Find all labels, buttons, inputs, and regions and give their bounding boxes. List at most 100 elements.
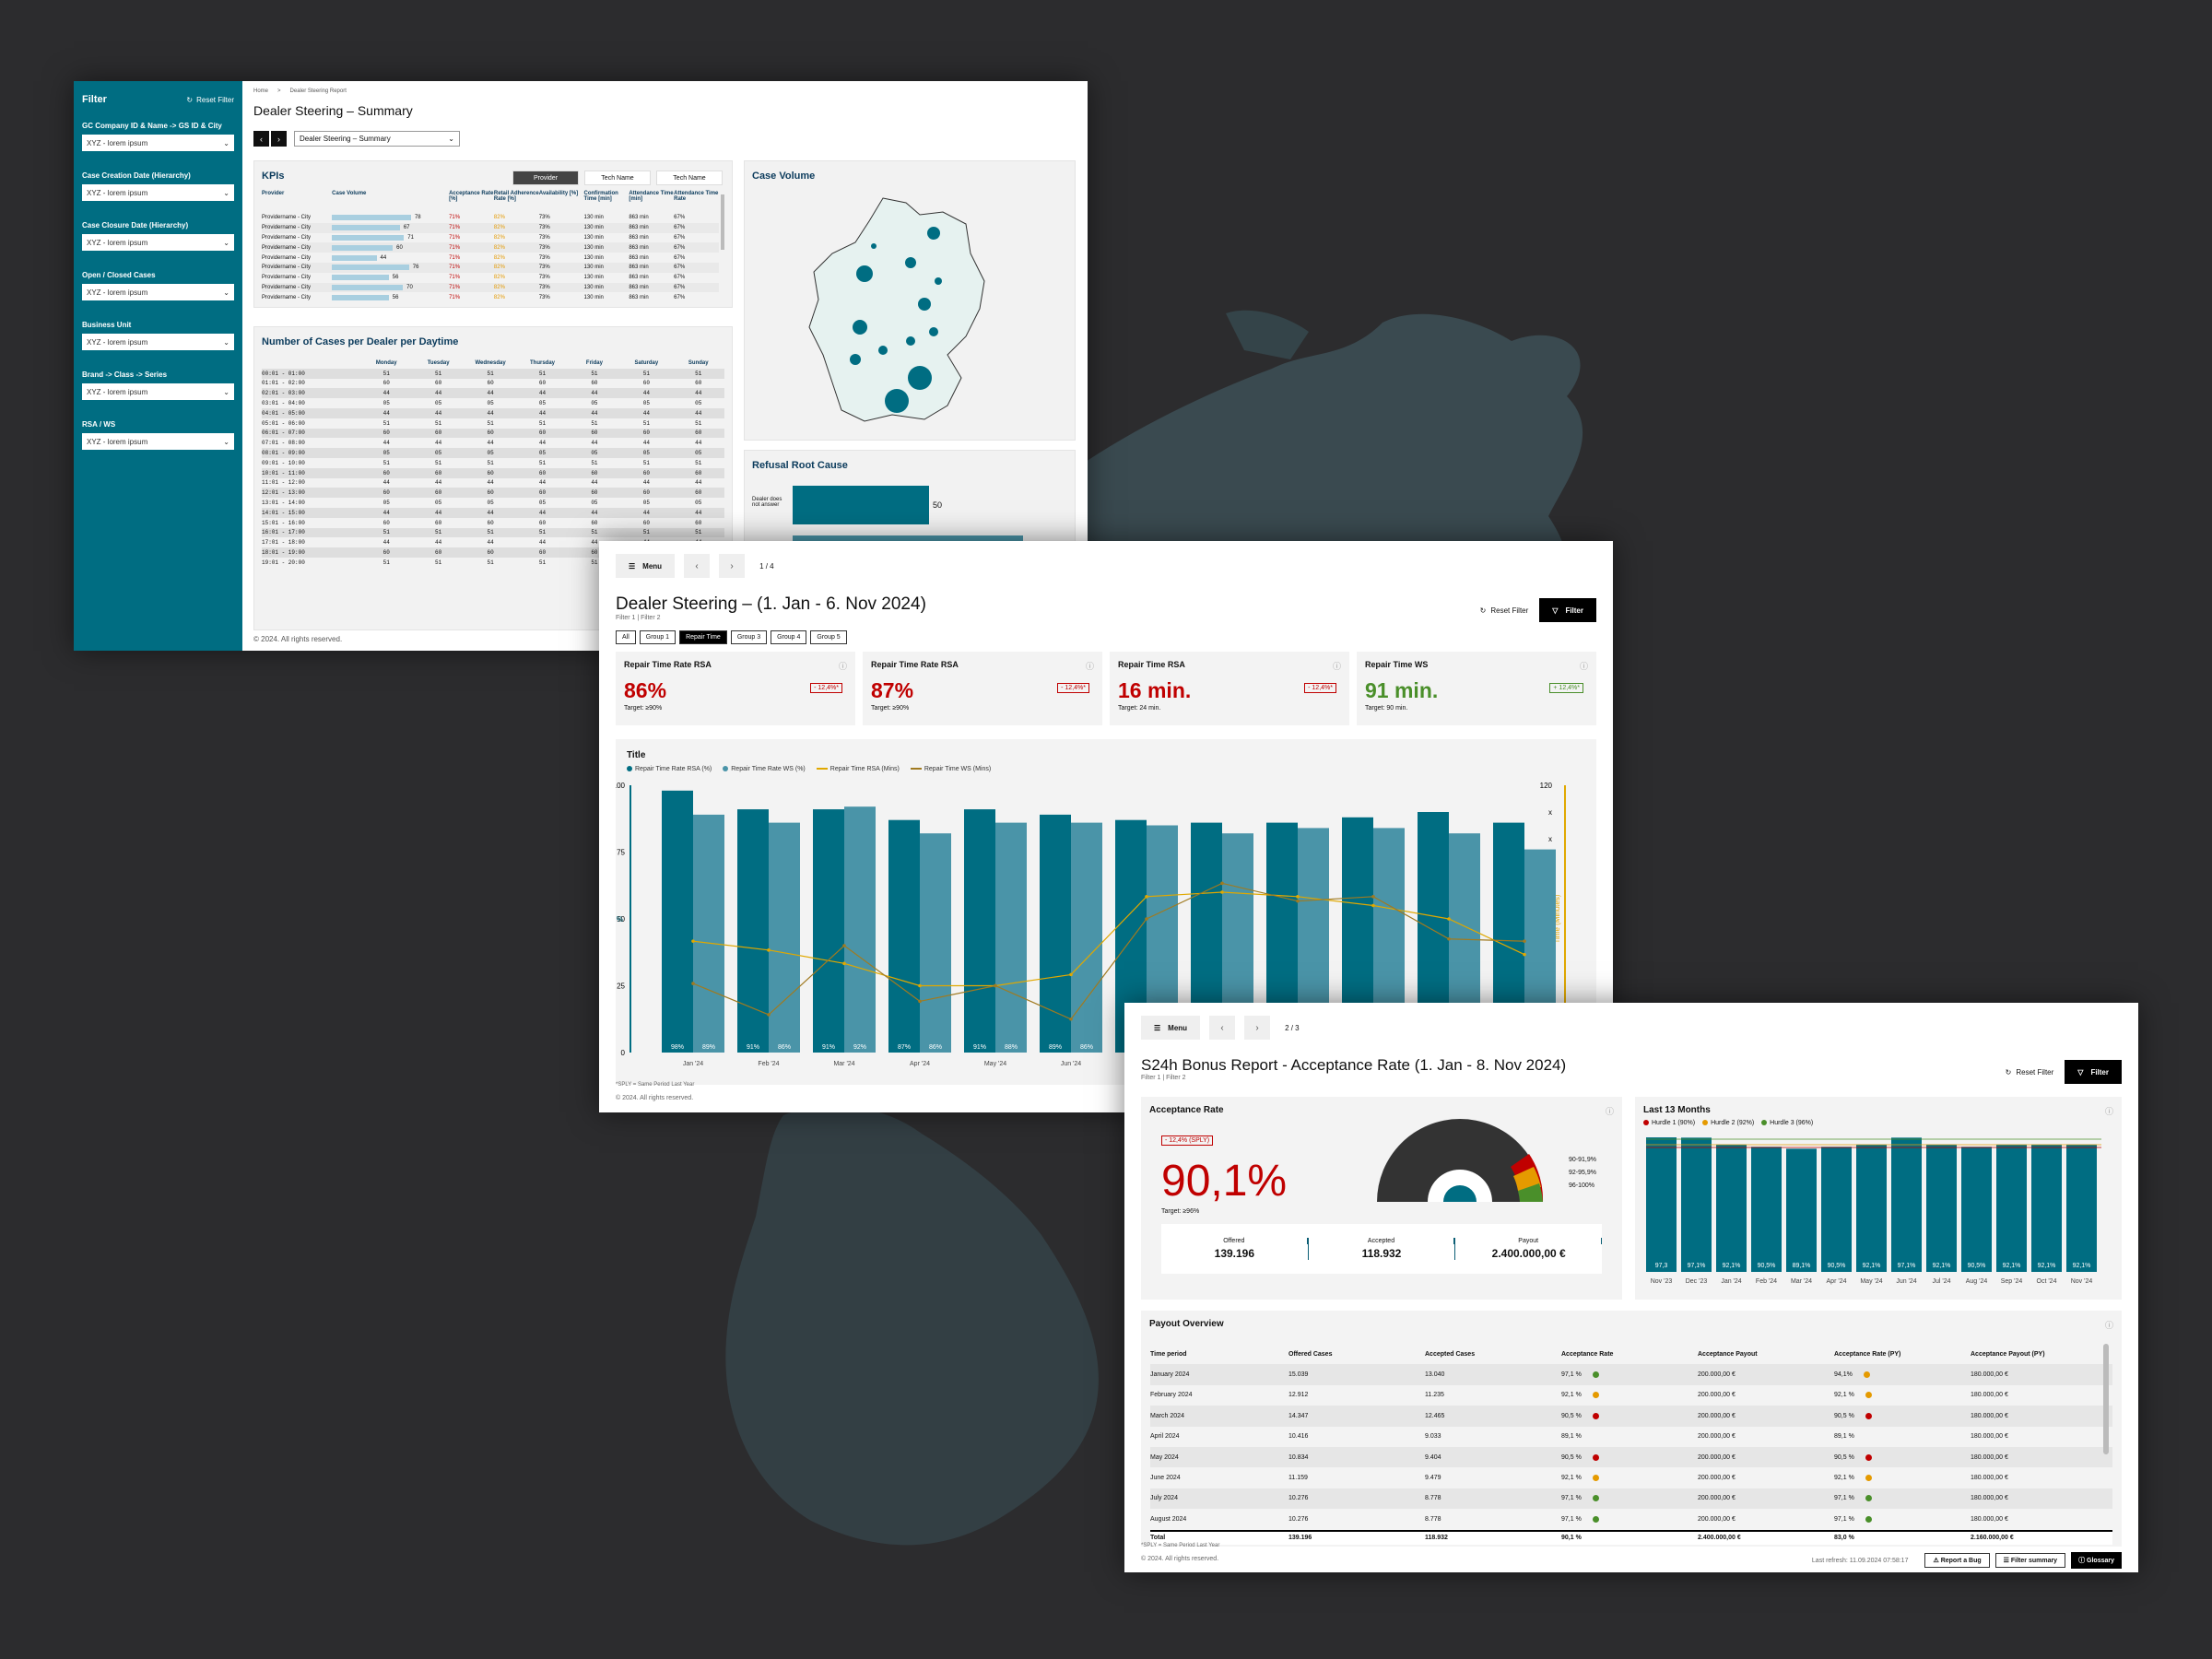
table-row[interactable]: 12:01 - 13:00 60 60 60 60 60 60 60 <box>262 488 724 499</box>
group-tab[interactable]: Group 3 <box>730 630 768 644</box>
column-header[interactable]: Acceptance Rate [%] <box>449 191 494 202</box>
filter-select[interactable]: XYZ - lorem ipsum ⌄ <box>82 383 234 400</box>
column-header[interactable]: Retail Adherence Rate [%] <box>493 191 539 202</box>
bar-rsa[interactable] <box>1040 814 1071 1053</box>
column-header[interactable]: Acceptance Rate <box>1561 1350 1614 1358</box>
table-row[interactable]: 07:01 - 08:00 44 44 44 44 44 44 44 <box>262 438 724 448</box>
bar-ws[interactable] <box>1071 822 1102 1053</box>
day-header[interactable]: Thursday <box>529 360 555 367</box>
filter-button[interactable]: ▽ Filter <box>2065 1060 2122 1084</box>
table-row[interactable]: 14:01 - 15:00 44 44 44 44 44 44 44 <box>262 507 724 518</box>
filter-select[interactable]: XYZ - lorem ipsum ⌄ <box>82 284 234 300</box>
table-row[interactable]: April 2024 10.416 9.033 89,1 % 200.000,00 € 8… <box>1150 1427 2112 1447</box>
table-row[interactable]: 16:01 - 17:00 51 51 51 51 51 51 51 <box>262 527 724 538</box>
next-page-button[interactable]: › <box>271 131 287 147</box>
column-header[interactable]: Attendance Time [min] <box>629 191 674 202</box>
filter-select[interactable]: XYZ - lorem ipsum ⌄ <box>82 135 234 151</box>
menu-button[interactable]: ☰ Menu <box>616 554 676 578</box>
series-point[interactable] <box>1296 895 1300 899</box>
column-header[interactable]: Availability [%] <box>538 191 579 196</box>
series-line[interactable] <box>692 891 1525 987</box>
table-row[interactable]: July 2024 10.276 8.778 97,1 % 200.000,00 €97… <box>1150 1488 2112 1510</box>
series-point[interactable] <box>767 1013 771 1017</box>
month-bar[interactable] <box>1891 1137 1922 1272</box>
info-icon[interactable]: ⓘ <box>1605 1107 1614 1116</box>
info-icon[interactable]: ⓘ <box>2104 1107 2113 1116</box>
table-row[interactable]: 04:01 - 05:00 44 44 44 44 44 44 44 <box>262 407 724 418</box>
day-header[interactable]: Sunday <box>688 360 709 367</box>
map-bubble[interactable] <box>905 257 916 268</box>
table-row[interactable]: Providername - City 60 71% 82% 73% 130 min 863… <box>262 242 719 253</box>
series-point[interactable] <box>842 961 846 966</box>
info-icon[interactable]: ⓘ <box>1332 662 1341 671</box>
glossary-button[interactable]: ⓘ Glossary <box>2071 1552 2122 1569</box>
month-bar[interactable] <box>1961 1147 1992 1272</box>
bar-rsa[interactable] <box>888 819 920 1053</box>
table-row[interactable]: 05:01 - 06:00 51 51 51 51 51 51 51 <box>262 418 724 429</box>
table-row[interactable]: 03:01 - 04:00 05 05 05 05 05 05 05 <box>262 398 724 408</box>
filter-select[interactable]: XYZ - lorem ipsum ⌄ <box>82 334 234 350</box>
reset-filter-button[interactable]: ↻ Reset Filter <box>1480 606 1529 615</box>
table-row[interactable]: 15:01 - 16:00 60 60 60 60 60 60 60 <box>262 518 724 528</box>
table-row[interactable]: August 2024 10.276 8.778 97,1 % 200.000,00 €… <box>1150 1509 2112 1529</box>
tab-tech-name-2[interactable]: Tech Name <box>656 171 723 185</box>
series-point[interactable] <box>1447 917 1451 921</box>
series-point[interactable] <box>1069 972 1073 977</box>
day-header[interactable]: Tuesday <box>427 360 450 367</box>
table-row[interactable]: 09:01 - 10:00 51 51 51 51 51 51 51 <box>262 458 724 468</box>
page-select[interactable]: Dealer Steering – Summary ⌄ <box>294 131 460 147</box>
map-bubble[interactable] <box>927 227 940 240</box>
series-point[interactable] <box>1145 917 1148 921</box>
table-row[interactable]: May 2024 10.834 9.404 90,5 % 200.000,00 €90,… <box>1150 1446 2112 1468</box>
table-row[interactable]: 13:01 - 14:00 05 05 05 05 05 05 05 <box>262 498 724 508</box>
reset-filter-button[interactable]: ↻ Reset Filter <box>186 96 234 104</box>
column-header[interactable]: Provider <box>262 191 285 196</box>
table-row[interactable]: Providername - City 67 71% 82% 73% 130 min 863… <box>262 222 719 233</box>
series-point[interactable] <box>1220 890 1224 894</box>
filter-select[interactable]: XYZ - lorem ipsum ⌄ <box>82 184 234 201</box>
table-row[interactable]: February 2024 12.912 11.235 92,1 % 200.000,0… <box>1150 1385 2112 1406</box>
day-header[interactable]: Monday <box>375 360 397 367</box>
map-bubble[interactable] <box>906 336 915 346</box>
legend-item[interactable]: Repair Time Rate WS (%) <box>723 766 806 772</box>
group-tab[interactable]: Group 1 <box>639 630 677 644</box>
series-point[interactable] <box>918 983 922 988</box>
month-bar[interactable] <box>2066 1144 2097 1272</box>
legend-item[interactable]: Repair Time RSA (Mins) <box>816 766 900 772</box>
month-bar[interactable] <box>1786 1148 1817 1272</box>
series-line[interactable] <box>692 882 1525 1020</box>
legend-item[interactable]: Repair Time WS (Mins) <box>910 766 991 772</box>
map-bubble[interactable] <box>929 327 938 336</box>
info-icon[interactable]: ⓘ <box>1579 662 1588 671</box>
legend-item[interactable]: Repair Time Rate RSA (%) <box>627 766 712 772</box>
prev-page-button[interactable]: ‹ <box>253 131 269 147</box>
month-bar[interactable] <box>1926 1144 1957 1272</box>
report-bug-button[interactable]: ⚠ Report a Bug <box>1924 1553 1990 1568</box>
map-bubble[interactable] <box>856 265 873 282</box>
series-point[interactable] <box>994 983 997 988</box>
series-point[interactable] <box>691 939 695 943</box>
table-row[interactable]: June 2024 11.159 9.479 92,1 % 200.000,00 €92… <box>1150 1467 2112 1488</box>
map-bubble[interactable] <box>871 243 877 249</box>
map-bubble[interactable] <box>878 346 888 355</box>
map-bubble[interactable] <box>918 298 931 311</box>
series-point[interactable] <box>691 982 695 985</box>
column-header[interactable]: Offered Cases <box>1288 1350 1333 1358</box>
kpi-table-scrollbar[interactable] <box>721 194 724 250</box>
day-header[interactable]: Friday <box>585 360 603 367</box>
month-bar[interactable] <box>2031 1144 2062 1272</box>
group-tab[interactable]: Group 5 <box>810 630 847 644</box>
series-point[interactable] <box>1523 952 1526 957</box>
day-header[interactable]: Wednesday <box>475 360 506 367</box>
tab-provider[interactable]: Provider <box>512 171 579 185</box>
column-header[interactable]: Acceptance Rate (PY) <box>1834 1350 1901 1358</box>
series-point[interactable] <box>1069 1017 1073 1021</box>
table-row[interactable]: Providername - City 76 71% 82% 73% 130 min 863… <box>262 262 719 273</box>
payout-table-scrollbar[interactable] <box>2103 1344 2109 1454</box>
bar-ws[interactable] <box>693 814 724 1053</box>
group-tab[interactable]: Repair Time <box>679 630 727 644</box>
filter-select[interactable]: XYZ - lorem ipsum ⌄ <box>82 433 234 450</box>
bar-rsa[interactable] <box>964 809 995 1053</box>
column-header[interactable]: Confirmation Time [min] <box>583 191 618 202</box>
group-tab[interactable]: All <box>616 630 636 644</box>
